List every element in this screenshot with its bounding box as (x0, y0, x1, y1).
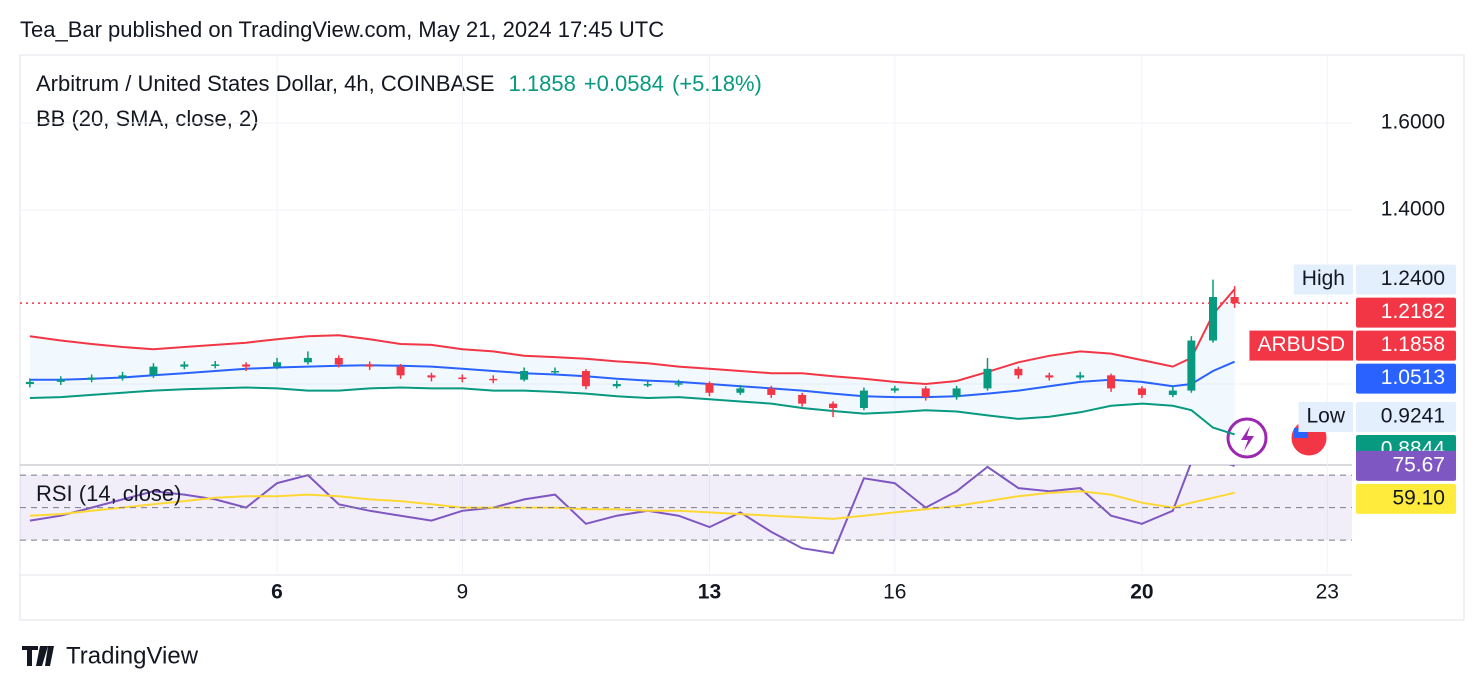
y-tick-label: 1.6000 (1381, 110, 1445, 133)
chart-title: Arbitrum / United States Dollar, 4h, COI… (36, 71, 495, 96)
price-badge (1356, 264, 1456, 295)
candle-body (952, 388, 961, 398)
legend-value: (+5.18%) (672, 71, 762, 96)
candle-body (520, 370, 529, 380)
indicator-label: BB (20, SMA, close, 2) (36, 106, 259, 131)
price-badge-label: 75.67 (1392, 453, 1445, 476)
candle-body (921, 388, 930, 398)
x-tick-label: 23 (1316, 581, 1339, 604)
candle-body (242, 364, 251, 367)
badge-name-bg (1249, 330, 1353, 361)
rsi-pane (20, 465, 1352, 575)
price-badge-label: 1.1858 (1381, 333, 1445, 356)
candle-body (87, 377, 96, 380)
publisher: Tea_Bar published on TradingView.com, Ma… (20, 17, 664, 42)
price-badge (1356, 297, 1456, 328)
candle-body (643, 384, 652, 386)
candle-body (149, 366, 158, 376)
candle-body (705, 383, 714, 393)
price-badge (1356, 363, 1456, 394)
candle-body (612, 384, 621, 387)
flag-canton (1294, 428, 1308, 438)
candle-body (56, 379, 65, 382)
candle-body (25, 381, 34, 385)
price-badge-label: 1.2182 (1381, 300, 1445, 323)
candle-body (427, 375, 436, 378)
price-badge-label: 1.2400 (1381, 267, 1445, 290)
candle-body (334, 357, 343, 365)
candle-body (1208, 296, 1217, 341)
price-badge (1356, 483, 1456, 514)
candle-body (859, 390, 868, 408)
candle-body (1187, 340, 1196, 391)
chart-frame (19, 54, 1465, 621)
x-tick-label: 16 (883, 581, 906, 604)
candle-body (798, 394, 807, 404)
main-pane (20, 55, 1352, 465)
candle-body (767, 388, 776, 395)
badge-name-bg (1298, 402, 1353, 432)
price-badge (1356, 402, 1456, 432)
candle-body (458, 377, 467, 380)
candle-body (674, 383, 683, 385)
x-tick-label: 20 (1130, 581, 1153, 604)
price-badge (1356, 330, 1456, 361)
candle-body (1045, 375, 1054, 378)
badge-name: ARBUSD (1257, 333, 1345, 356)
badge-name: Low (1306, 405, 1345, 428)
candle-body (829, 403, 838, 408)
band-line (29, 288, 1236, 386)
candle-body (1014, 368, 1023, 376)
candle-body (551, 370, 560, 373)
rsi-label: RSI (14, close) (36, 481, 182, 506)
band-line (29, 386, 1235, 436)
price-badge-label: 1.0513 (1381, 366, 1445, 389)
candle-body (211, 364, 220, 366)
candle-body (180, 364, 189, 367)
badge-name: High (1302, 267, 1345, 290)
candle-body (1137, 388, 1146, 395)
candle-body (1230, 296, 1239, 304)
candle-body (273, 362, 282, 367)
candle-body (303, 357, 312, 363)
x-tick-label: 9 (457, 581, 469, 604)
candle-body (1107, 375, 1116, 389)
logo-mark (22, 646, 54, 666)
badge-name-bg (1293, 264, 1353, 295)
price-badge-label: 0.9241 (1381, 405, 1445, 428)
candle-body (890, 388, 899, 391)
logo-text: TradingView (66, 642, 199, 669)
candle-body (1076, 375, 1085, 378)
candle-body (581, 370, 590, 387)
price-badge-label: 59.10 (1392, 486, 1445, 509)
x-tick-label: 13 (698, 581, 721, 604)
candle-body (736, 388, 745, 393)
candle-body (365, 364, 374, 367)
candle-body (118, 375, 127, 378)
candle-body (396, 366, 405, 376)
legend-value: +0.0584 (584, 71, 664, 96)
price-badge (1356, 450, 1456, 481)
x-tick-label: 6 (271, 581, 283, 604)
candle-body (489, 378, 498, 381)
candle-body (983, 368, 992, 389)
rsi-line (29, 490, 1235, 520)
candle-body (1168, 390, 1177, 395)
band-fill (29, 289, 1235, 435)
legend-value: 1.1858 (509, 71, 576, 96)
lightning (1241, 426, 1254, 451)
y-tick-label: 1.4000 (1381, 197, 1445, 220)
